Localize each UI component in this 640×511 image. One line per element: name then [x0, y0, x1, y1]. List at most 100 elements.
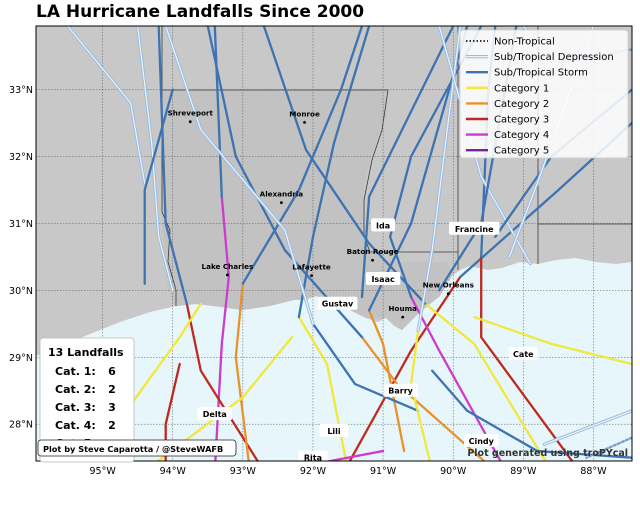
storm-label-box: [365, 271, 401, 285]
latitude-tick-label: 29°N: [9, 353, 33, 364]
storm-track: [241, 26, 364, 285]
storm-label-box: [317, 296, 358, 310]
cat3-track: [348, 275, 462, 461]
summary-row-value: 2: [108, 419, 116, 432]
summary-row-label: Cat. 2:: [55, 383, 96, 396]
cat4-track: [324, 449, 385, 461]
city-label: Lafayette: [292, 263, 331, 272]
storm-track: [431, 369, 632, 459]
longitude-tick-label: 90°W: [440, 466, 467, 477]
map-frame: [35, 25, 633, 462]
storm-label-box: [463, 433, 499, 447]
storm-tracks: [53, 26, 632, 461]
city-dot: [303, 120, 306, 124]
credit-box: Plot by Steve Caparotta / @SteveWAFB: [37, 439, 237, 457]
summary-row-value: 2: [108, 383, 116, 396]
city-label: Monroe: [289, 109, 320, 118]
storm-label: Rita: [304, 454, 322, 463]
storm-label: Gustav: [322, 300, 354, 309]
city-label: New Orleans: [423, 281, 474, 290]
latitude-tick-label: 28°N: [9, 420, 33, 431]
depression-track-core: [543, 410, 632, 445]
legend-label: Category 3: [494, 115, 549, 126]
cat3-track: [480, 255, 574, 461]
credit-text: Plot by Steve Caparotta / @SteveWAFB: [43, 444, 223, 454]
summary-row-value: 6: [108, 365, 116, 378]
storm-label-box: [371, 218, 396, 232]
city-label: Houma: [389, 304, 418, 313]
city-dot: [310, 274, 313, 278]
longitude-ticks: 95°W 94°W 93°W 92°W 91°W 90°W 89°W 88°W: [89, 466, 607, 477]
legend-label: Non-Tropical: [494, 37, 555, 48]
storm-label-box: [298, 450, 328, 461]
storm-track: [311, 322, 420, 412]
storm-label-box: [197, 407, 233, 421]
legend-label: Category 4: [494, 130, 549, 141]
storm-label-box: [383, 383, 418, 397]
city-dot: [401, 315, 405, 319]
city-dot: [280, 201, 283, 205]
storm-label: Katrina: [535, 470, 568, 479]
generated-note: Plot generated using troPYcal: [467, 448, 628, 459]
landfall-summary: 13 Landfalls Cat. 1: 6 Cat. 2: 2 Cat. 3: 3 Cat.…: [39, 337, 135, 463]
summary-row-label: Cat. 4:: [55, 419, 96, 432]
cat1-track: [424, 302, 547, 461]
storm-label-box: [319, 423, 349, 437]
longitude-tick-label: 88°W: [580, 466, 607, 477]
latitude-tick-label: 30°N: [9, 286, 33, 297]
depression-track-core: [137, 26, 174, 291]
storm-label-box: [449, 221, 500, 235]
city-label: Baton Rouge: [347, 247, 399, 256]
legend: Non-Tropical Sub/Tropical Depression Sub/T…: [459, 29, 629, 159]
longitude-tick-label: 91°W: [370, 466, 397, 477]
longitude-tick-label: 92°W: [300, 466, 327, 477]
city-label: Lake Charles: [202, 262, 254, 271]
city-markers: Shreveport Monroe Alexandria Baton Rouge Lak…: [168, 109, 474, 319]
graticule: [36, 26, 632, 461]
longitude-tick-label: 95°W: [89, 466, 116, 477]
storm-label: Cindy: [469, 437, 495, 446]
cat3-track: [185, 302, 259, 461]
legend-label: Category 1: [494, 83, 549, 94]
depression-track-core: [417, 26, 461, 332]
latitude-tick-label: 31°N: [9, 219, 33, 230]
city-dot: [371, 258, 374, 262]
depression-track-core: [438, 26, 531, 265]
longitude-tick-label: 89°W: [510, 466, 537, 477]
summary-row-label: Cat. 3:: [55, 401, 96, 414]
legend-label: Sub/Tropical Depression: [494, 52, 614, 63]
storm-track: [206, 26, 364, 339]
city-dot: [188, 120, 192, 124]
storm-label: Cate: [513, 350, 534, 359]
city-label: Shreveport: [168, 109, 214, 118]
storm-name-labels: Ida Francine Isaac Gustav Cate Barry Delta Lili…: [197, 218, 568, 479]
summary-row-label: Cat. 1:: [55, 365, 96, 378]
storm-track: [143, 88, 174, 285]
latitude-tick-label: 33°N: [9, 85, 33, 96]
storm-label: Barry: [388, 387, 413, 396]
longitude-tick-label: 94°W: [160, 466, 187, 477]
legend-label: Category 5: [494, 146, 549, 157]
storm-track: [157, 26, 188, 305]
storm-track: [213, 26, 223, 198]
storm-label: Delta: [203, 410, 227, 419]
longitude-tick-label: 93°W: [230, 466, 257, 477]
depression-track-core: [67, 26, 146, 184]
storm-track: [360, 26, 455, 299]
legend-label: Sub/Tropical Storm: [494, 68, 588, 79]
legend-label: Category 2: [494, 99, 549, 110]
city-dot: [226, 273, 229, 277]
latitude-ticks: 33°N 32°N 31°N 30°N 29°N 28°N: [9, 85, 33, 431]
storm-track: [388, 26, 483, 299]
depression-track-core: [165, 26, 314, 325]
city-label: Alexandria: [260, 190, 304, 199]
storm-label: Lili: [327, 427, 341, 436]
map-title: LA Hurricane Landfalls Since 2000: [36, 2, 365, 22]
non-tropical-track: [585, 436, 632, 459]
latitude-tick-label: 32°N: [9, 152, 33, 163]
cat1-track: [473, 315, 632, 366]
city-dot: [446, 292, 450, 296]
cat2-track: [367, 309, 406, 453]
storm-label: Isaac: [371, 275, 395, 284]
